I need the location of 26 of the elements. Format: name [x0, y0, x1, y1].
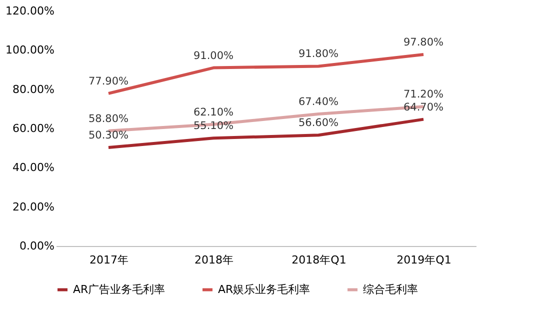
data-label: 77.90% — [88, 75, 129, 88]
data-label: 56.60% — [298, 117, 339, 130]
y-tick-label: 40.00% — [12, 161, 54, 174]
x-tick-label: 2018年 — [194, 254, 234, 266]
y-tick-label: 20.00% — [12, 200, 54, 214]
data-label: 55.10% — [193, 120, 234, 132]
data-label: 64.70% — [403, 101, 444, 114]
y-tick-label: 0.00% — [20, 240, 54, 252]
data-label: 91.00% — [193, 50, 234, 62]
x-tick-label: 2017年 — [90, 254, 128, 266]
x-tick-label: 2019年Q1 — [396, 254, 452, 266]
y-tick-label: 120.00% — [6, 4, 54, 18]
data-label: 58.80% — [88, 112, 129, 125]
legend-label: AR娱乐业务毛利率 — [218, 282, 310, 296]
data-label: 62.10% — [193, 106, 234, 118]
data-label: 50.30% — [88, 129, 129, 142]
data-label: 91.80% — [298, 48, 339, 60]
x-tick-label: 2018年Q1 — [292, 254, 346, 266]
legend-label: 综合毛利率 — [363, 282, 418, 296]
y-tick-label: 80.00% — [12, 82, 54, 96]
data-label: 67.40% — [298, 96, 339, 108]
y-tick-label: 60.00% — [12, 122, 54, 135]
data-label: 71.20% — [403, 88, 444, 101]
legend-label: AR广告业务毛利率 — [73, 282, 166, 296]
data-label: 97.80% — [403, 36, 444, 48]
y-tick-label: 100.00% — [6, 44, 54, 57]
